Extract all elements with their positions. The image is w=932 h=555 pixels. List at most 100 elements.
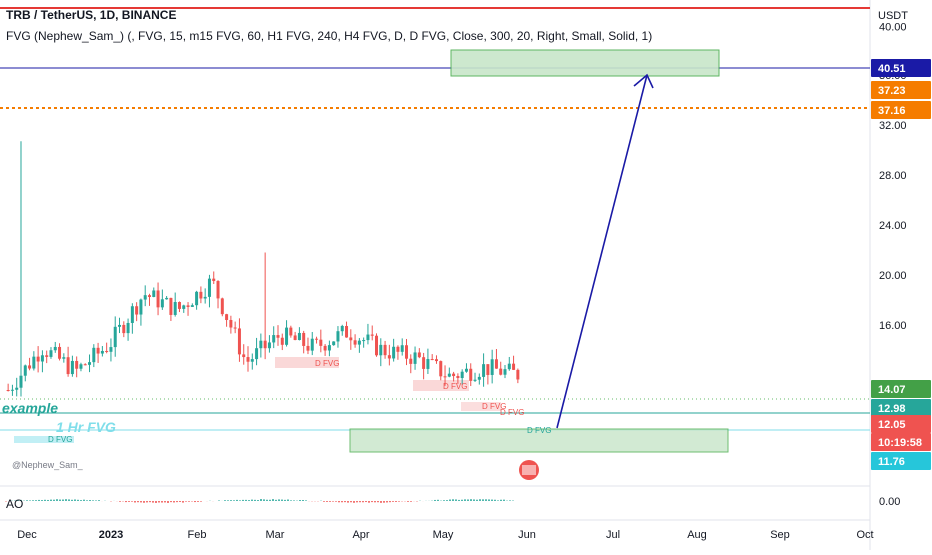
candle-body <box>190 305 194 307</box>
ao-indicator-label[interactable]: AO <box>6 497 24 511</box>
candle-body <box>276 335 280 338</box>
ao-tick-label: 0.00 <box>879 496 900 508</box>
candle-body <box>70 360 74 375</box>
candle-body <box>160 299 164 308</box>
candle-body <box>486 364 490 375</box>
candle-body <box>118 324 122 327</box>
candle-body <box>447 373 451 377</box>
time-tick-label: May <box>433 529 454 541</box>
candle-body <box>58 346 62 359</box>
fvg-label: D FVG <box>500 408 524 417</box>
price-tag <box>871 101 931 119</box>
candle-body <box>512 363 516 370</box>
candle-body <box>310 338 314 351</box>
price-tag <box>871 81 931 99</box>
candle-body <box>452 373 456 377</box>
candle-body <box>45 355 49 357</box>
candle-body <box>75 360 79 369</box>
time-tick-label: 2023 <box>99 529 123 541</box>
candle-body <box>250 359 254 362</box>
candle-body <box>396 346 400 352</box>
candle-body <box>10 389 14 391</box>
candle-body <box>349 337 353 341</box>
price-tag <box>871 59 931 77</box>
indicator-legend[interactable]: FVG (Nephew_Sam_) (, FVG, 15, m15 FVG, 6… <box>6 29 653 43</box>
time-tick-label: Dec <box>17 529 37 541</box>
candle-body <box>319 339 323 346</box>
candle-body <box>383 344 387 356</box>
candle-body <box>28 365 32 369</box>
candle-body <box>177 302 181 309</box>
candle-body <box>297 332 301 341</box>
candle-body <box>409 358 413 364</box>
fvg-label: D FVG <box>443 382 467 391</box>
price-tick-label: 32.00 <box>879 120 907 132</box>
price-tag-label: 40.51 <box>878 63 906 75</box>
candle-body <box>49 350 53 357</box>
price-tag <box>871 415 931 433</box>
time-tick-label: Feb <box>188 529 207 541</box>
candle-body <box>92 347 96 363</box>
target-zone <box>450 49 720 77</box>
candle-body <box>345 325 349 338</box>
price-tag <box>871 380 931 398</box>
price-tick-label: 20.00 <box>879 270 907 282</box>
candle-body <box>147 295 151 297</box>
candle-body <box>332 341 336 346</box>
candle-body <box>379 344 383 356</box>
candle-body <box>375 335 379 356</box>
fvg-box <box>413 380 469 391</box>
candle-body <box>482 364 486 377</box>
candle-body <box>53 346 57 351</box>
candle-body <box>96 347 100 354</box>
candle-body <box>362 340 366 342</box>
candle-body <box>139 299 143 315</box>
time-tick-label: Apr <box>352 529 369 541</box>
candle-body <box>400 345 404 352</box>
fvg-label: D FVG <box>315 359 339 368</box>
time-tick-label: Aug <box>687 529 707 541</box>
candle-body <box>130 306 134 323</box>
candle-body <box>503 369 507 375</box>
price-tag-label: 12.98 <box>878 403 906 415</box>
candle-body <box>417 352 421 358</box>
candle-body <box>6 390 10 391</box>
candle-body <box>207 278 211 297</box>
candle-body <box>237 328 241 355</box>
candle-body <box>289 327 293 336</box>
symbol-title[interactable]: TRB / TetherUS, 1D, BINANCE <box>6 8 177 22</box>
candle-body <box>32 356 36 369</box>
projection-arrow-head <box>633 73 654 89</box>
candle-body <box>169 297 173 315</box>
candle-body <box>23 365 27 376</box>
candle-body <box>100 350 104 354</box>
candle-body <box>477 376 481 380</box>
candle-body <box>434 359 438 362</box>
candle-body <box>460 371 464 379</box>
candle-body <box>36 356 40 362</box>
candle-body <box>413 352 417 364</box>
candle-body <box>62 357 66 359</box>
candle-body <box>306 345 310 351</box>
candle-body <box>280 337 284 345</box>
price-tick-label: 28.00 <box>879 170 907 182</box>
candle-body <box>285 327 289 345</box>
candle-body <box>122 324 126 334</box>
candle-body <box>507 363 511 370</box>
candle-body <box>426 359 430 369</box>
candle-body <box>366 334 370 341</box>
candle-body <box>392 346 396 359</box>
fvg-label: D FVG <box>48 435 72 444</box>
candle-body <box>293 335 297 341</box>
candle-body <box>302 332 306 346</box>
price-tick-label: 24.00 <box>879 220 907 232</box>
candle-body <box>143 295 147 300</box>
base-fvg-zone <box>349 428 729 453</box>
candle-body <box>152 290 156 297</box>
candle-body <box>456 376 460 379</box>
candle-body <box>387 355 391 359</box>
candle-body <box>242 354 246 358</box>
candle-body <box>79 364 83 369</box>
